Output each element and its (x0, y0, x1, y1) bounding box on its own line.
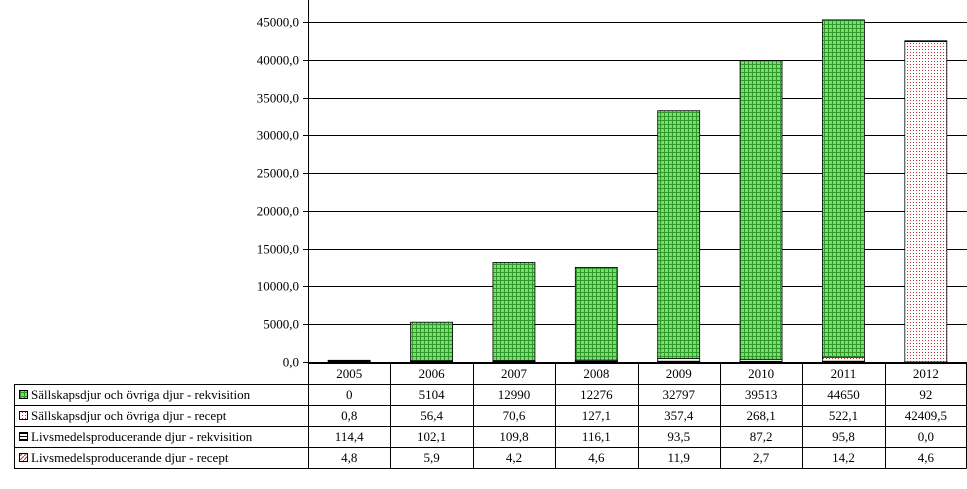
y-tick-label: 35000,0 (257, 91, 299, 106)
category-label-2008: 2008 (583, 366, 609, 381)
y-tick-label: 40000,0 (257, 53, 299, 68)
category-label-2006: 2006 (419, 366, 446, 381)
data-label-2007-series-3: 4,2 (506, 450, 522, 465)
data-label-2008-series-2: 116,1 (582, 429, 611, 444)
bar-2011-series-1 (822, 356, 865, 362)
data-label-2006-series-3: 5,9 (423, 450, 439, 465)
data-label-2009-series-0: 32797 (662, 387, 695, 402)
bar-2007-series-0 (492, 262, 536, 362)
data-label-2012-series-1: 42409,5 (905, 408, 947, 423)
bar-2009-series-0 (657, 110, 701, 359)
data-label-2006-series-0: 5104 (419, 387, 446, 402)
legend-key-series-3 (19, 453, 28, 462)
bar-2012-series-0 (904, 40, 948, 42)
bar-2011-series-0 (822, 19, 865, 358)
bar-2008-series-0 (574, 266, 618, 361)
y-tick-label: 10000,0 (257, 279, 299, 294)
data-label-2010-series-1: 268,1 (746, 408, 775, 423)
data-label-2010-series-2: 87,2 (750, 429, 773, 444)
category-label-2010: 2010 (748, 366, 774, 381)
y-tick-label: 5000,0 (263, 317, 299, 332)
data-label-2010-series-3: 2,7 (753, 450, 770, 465)
data-label-2009-series-3: 11,9 (668, 450, 690, 465)
y-tick-label: 15000,0 (257, 242, 299, 257)
bar-2012-series-1 (904, 41, 948, 363)
legend-key-series-2 (19, 432, 28, 441)
category-label-2012: 2012 (913, 366, 939, 381)
data-label-2011-series-2: 95,8 (832, 429, 855, 444)
data-label-2011-series-3: 14,2 (832, 450, 855, 465)
data-label-2007-series-0: 12990 (498, 387, 531, 402)
data-label-2012-series-2: 0,0 (918, 429, 934, 444)
data-label-2011-series-1: 522,1 (829, 408, 858, 423)
legend-key-series-0 (19, 390, 28, 399)
data-label-2008-series-3: 4,6 (588, 450, 605, 465)
legend-label-series-3: Livsmedelsproducerande djur - recept (31, 450, 229, 465)
data-label-2006-series-1: 56,4 (420, 408, 443, 423)
data-label-2007-series-1: 70,6 (503, 408, 526, 423)
legend-key-series-1 (19, 411, 28, 420)
data-label-2009-series-2: 93,5 (667, 429, 690, 444)
legend-label-series-1: Sällskapsdjur och övriga djur - recept (31, 408, 227, 423)
data-label-2008-series-0: 12276 (580, 387, 613, 402)
bar-2010-series-0 (739, 60, 783, 360)
data-label-2010-series-0: 39513 (745, 387, 778, 402)
data-label-2005-series-1: 0,8 (341, 408, 357, 423)
y-tick-label: 25000,0 (257, 166, 299, 181)
y-tick-label: 30000,0 (257, 128, 299, 143)
category-label-2009: 2009 (666, 366, 692, 381)
legend-label-series-2: Livsmedelsproducerande djur - rekvisitio… (31, 429, 253, 444)
data-label-2009-series-1: 357,4 (664, 408, 694, 423)
bar-2006-series-0 (410, 321, 453, 362)
data-label-2012-series-0: 92 (919, 387, 932, 402)
data-label-2005-series-2: 114,4 (335, 429, 364, 444)
data-label-2008-series-1: 127,1 (582, 408, 611, 423)
category-label-2007: 2007 (501, 366, 528, 381)
y-tick-label: 20000,0 (257, 204, 299, 219)
category-label-2005: 2005 (336, 366, 362, 381)
y-tick-label: 0,0 (283, 355, 299, 370)
data-label-2007-series-2: 109,8 (499, 429, 528, 444)
bar-2005-series-1 (327, 359, 371, 362)
data-label-2005-series-3: 4,8 (341, 450, 357, 465)
data-label-2005-series-0: 0 (346, 387, 353, 402)
category-label-2011: 2011 (831, 366, 857, 381)
data-label-2011-series-0: 44650 (827, 387, 860, 402)
legend-label-series-0: Sällskapsdjur och övriga djur - rekvisit… (31, 387, 251, 402)
data-label-2006-series-2: 102,1 (417, 429, 446, 444)
data-label-2012-series-3: 4,6 (918, 450, 935, 465)
bar-2009-series-1 (657, 358, 701, 362)
y-tick-label: 45000,0 (257, 15, 299, 30)
